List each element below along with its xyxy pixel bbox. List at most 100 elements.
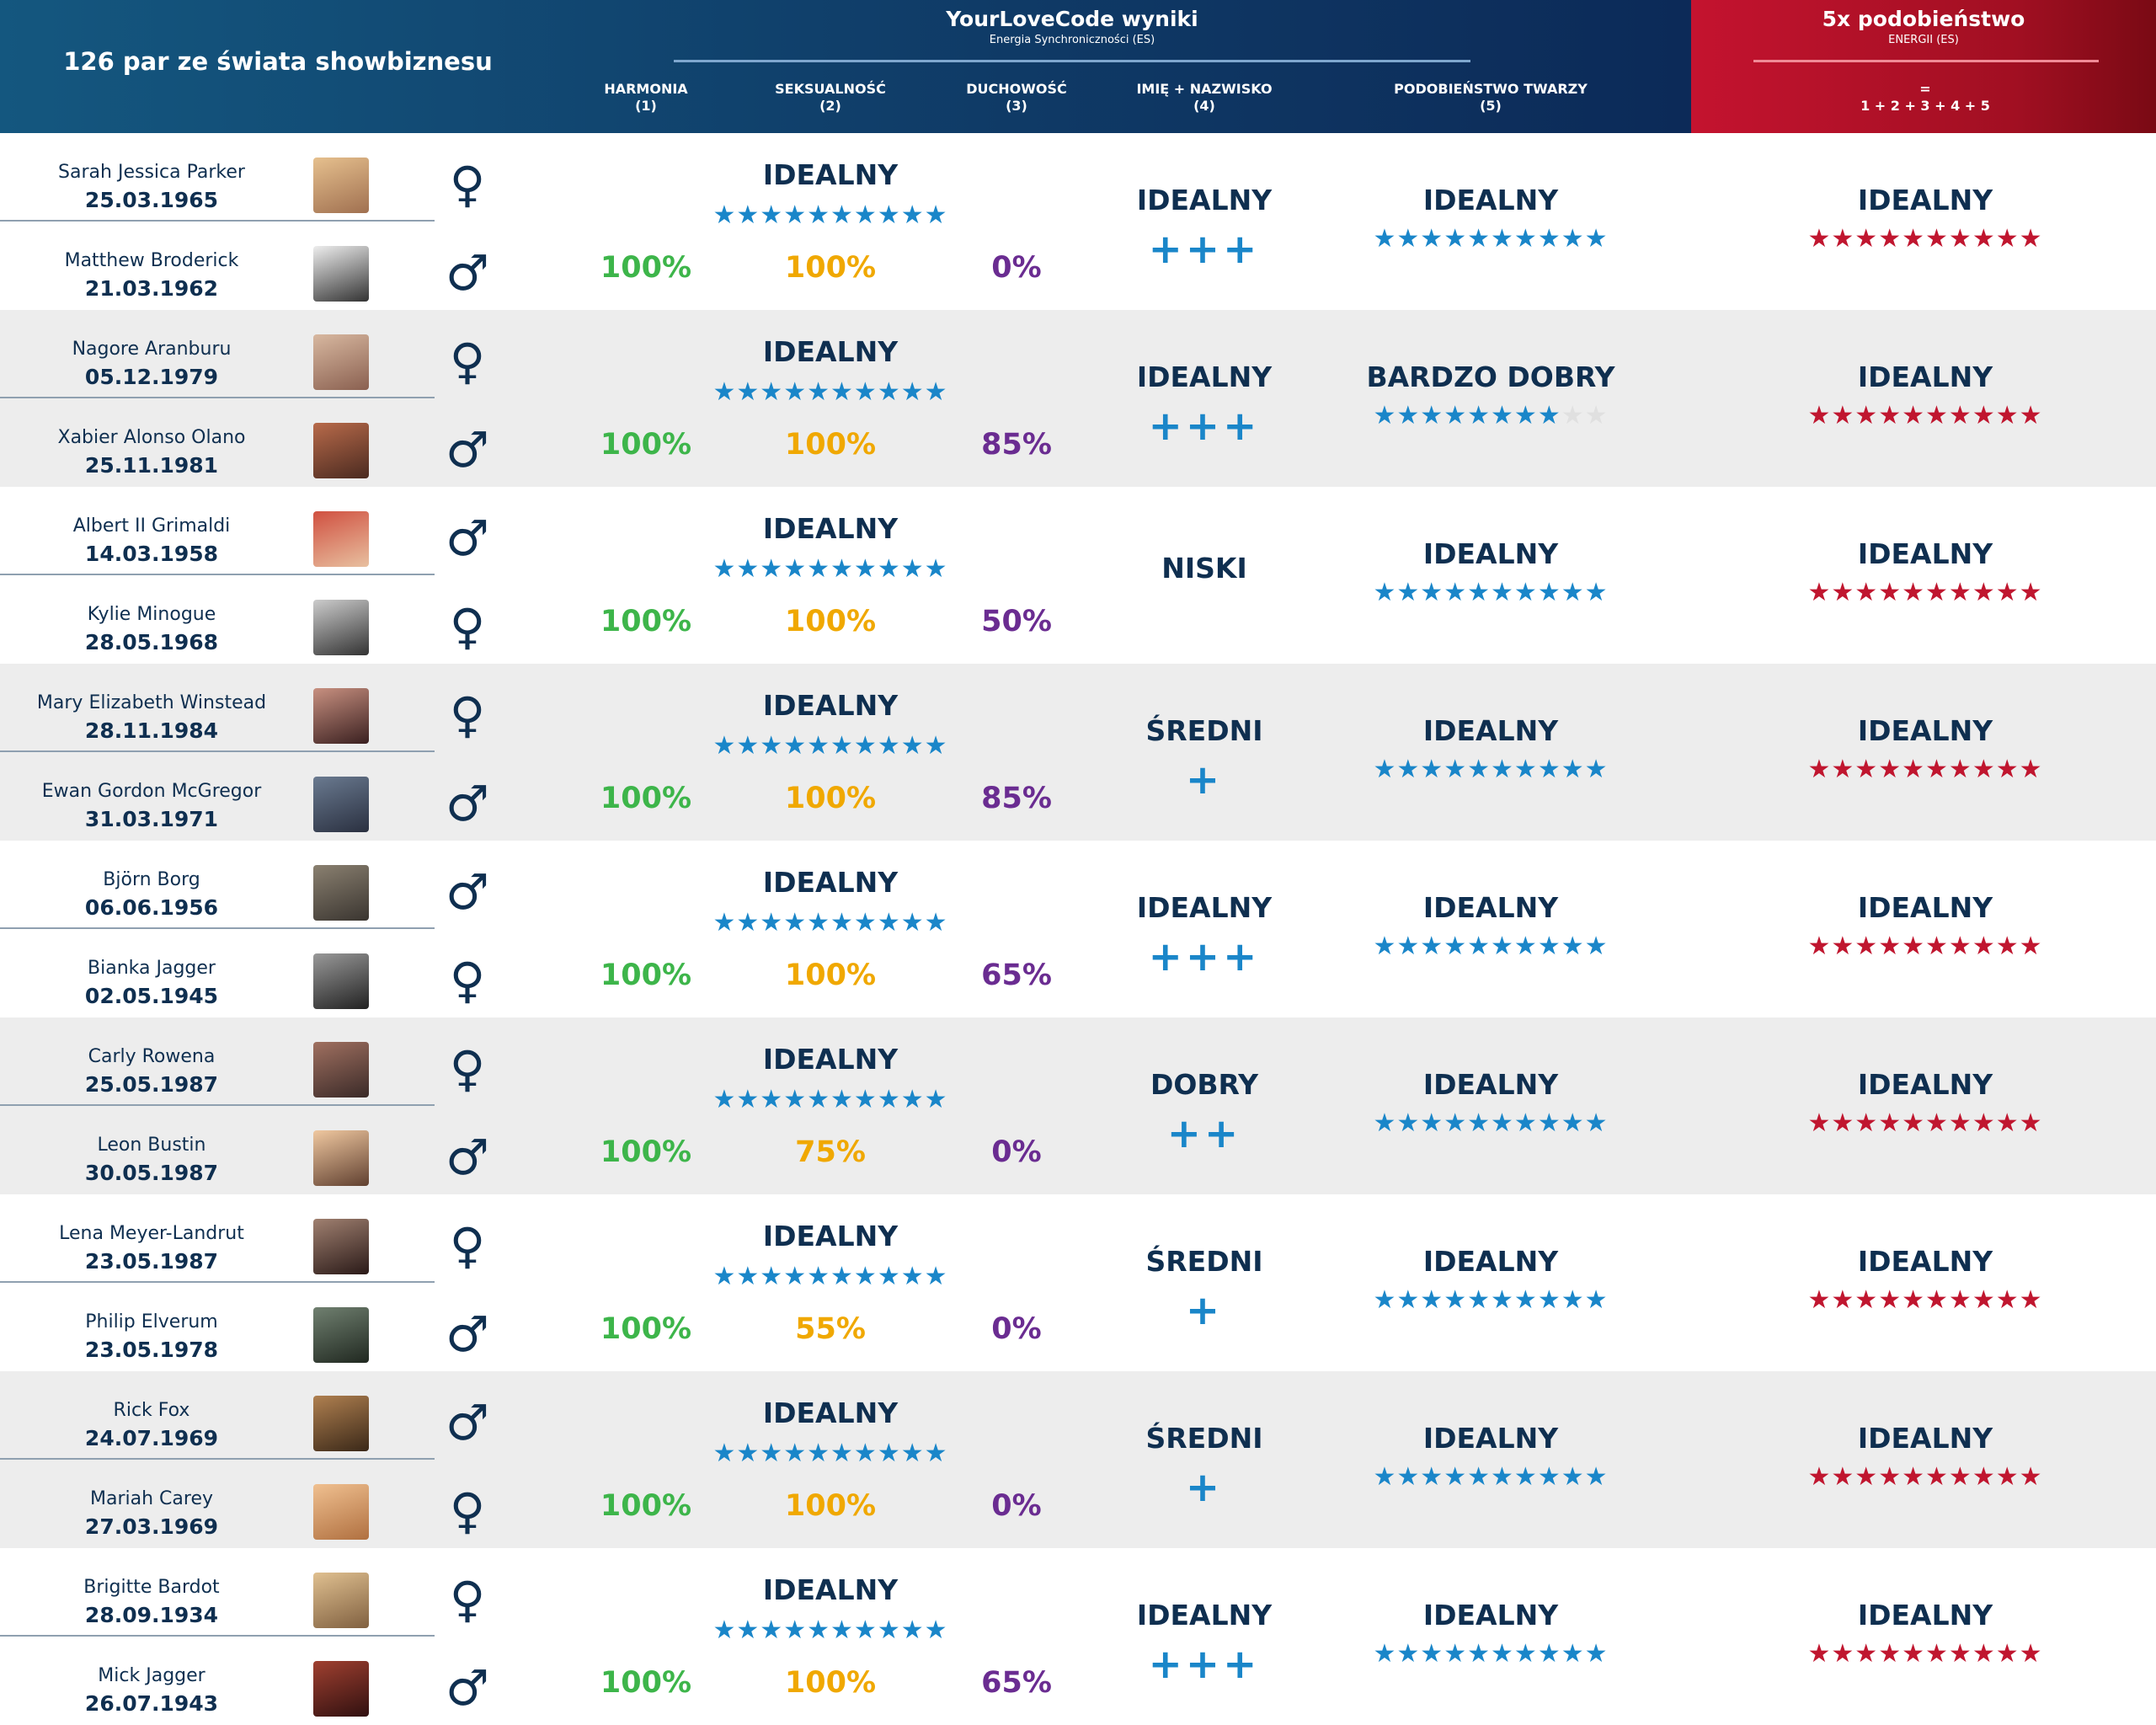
star-icon: ★ — [1831, 755, 1855, 784]
star-icon: ★ — [853, 1439, 878, 1468]
star-icon: ★ — [1420, 401, 1444, 430]
star-icon: ★ — [1925, 755, 1949, 784]
person-photo — [313, 246, 369, 302]
person-name: Bianka Jagger — [88, 958, 216, 979]
star-icon: ★ — [877, 377, 901, 407]
star-icon: ★ — [736, 1262, 760, 1291]
seksualnosc-value: 100% — [784, 1489, 877, 1523]
star-icon: ★ — [924, 200, 948, 230]
star-icon: ★ — [760, 1616, 784, 1645]
seksualnosc-stars: ★★★★★★★★★★ — [654, 377, 1007, 407]
seksualnosc-stars: ★★★★★★★★★★ — [654, 731, 1007, 761]
star-icon: ★ — [1420, 578, 1444, 607]
star-icon: ★ — [1537, 932, 1561, 961]
star-icon: ★ — [877, 1085, 901, 1114]
star-icon: ★ — [1444, 932, 1468, 961]
total-stars: ★★★★★★★★★★ — [1748, 224, 2102, 254]
person-name: Xabier Alonso Olano — [57, 427, 246, 448]
star-icon: ★ — [1561, 1639, 1585, 1669]
pair-divider — [0, 574, 435, 575]
imie-plus-score: + — [1185, 1287, 1224, 1334]
star-icon: ★ — [853, 554, 878, 584]
star-icon: ★ — [1420, 932, 1444, 961]
star-icon: ★ — [1925, 1639, 1949, 1669]
star-icon: ★ — [1902, 401, 1925, 430]
person-name: Björn Borg — [103, 869, 200, 890]
total-rating: IDEALNY — [1857, 891, 1993, 924]
person-name: Sarah Jessica Parker — [58, 162, 245, 183]
star-icon: ★ — [924, 1616, 948, 1645]
star-icon: ★ — [1373, 1639, 1397, 1669]
pair-divider — [0, 927, 435, 929]
twarz-rating: IDEALNY — [1422, 537, 1559, 570]
star-icon: ★ — [1972, 932, 1996, 961]
star-icon: ★ — [783, 731, 808, 761]
star-icon: ★ — [1444, 1462, 1468, 1492]
female-icon: ♀ — [449, 1571, 486, 1628]
star-icon: ★ — [1878, 755, 1903, 784]
person-name: Lena Meyer-Landrut — [59, 1223, 244, 1244]
star-icon: ★ — [830, 1085, 854, 1114]
seksualnosc-value: 100% — [784, 251, 877, 285]
total-stars: ★★★★★★★★★★ — [1748, 578, 2102, 607]
harmonia-value: 100% — [600, 1666, 692, 1700]
star-icon: ★ — [1972, 1462, 1996, 1492]
person-birthdate: 25.03.1965 — [84, 188, 219, 212]
person-birthdate: 06.06.1956 — [84, 895, 219, 920]
seksualnosc-rating: IDEALNY — [762, 158, 899, 191]
star-icon: ★ — [1491, 932, 1514, 961]
star-icon: ★ — [760, 377, 784, 407]
star-icon: ★ — [1513, 1639, 1538, 1669]
star-icon: ★ — [736, 908, 760, 937]
seksualnosc-stars: ★★★★★★★★★★ — [654, 1262, 1007, 1291]
imie-plus-score: + — [1185, 756, 1224, 804]
total-rating: IDEALNY — [1857, 537, 1993, 570]
header-divider-red — [1753, 60, 2099, 62]
person-photo — [313, 1219, 369, 1274]
star-icon: ★ — [1831, 1285, 1855, 1315]
pair-divider — [0, 750, 435, 752]
female-icon: ♀ — [449, 1482, 486, 1540]
star-icon: ★ — [924, 908, 948, 937]
harmonia-value: 100% — [600, 1312, 692, 1346]
star-icon: ★ — [1878, 1462, 1903, 1492]
star-icon: ★ — [783, 377, 808, 407]
star-icon: ★ — [1584, 1639, 1609, 1669]
person-birthdate: 24.07.1969 — [84, 1426, 219, 1450]
total-stars: ★★★★★★★★★★ — [1748, 1462, 2102, 1492]
star-icon: ★ — [1878, 578, 1903, 607]
star-icon: ★ — [760, 731, 784, 761]
star-icon: ★ — [1948, 578, 1972, 607]
female-icon: ♀ — [449, 1217, 486, 1274]
star-icon: ★ — [1584, 755, 1609, 784]
twarz-stars: ★★★★★★★★★★ — [1314, 755, 1668, 784]
star-icon: ★ — [1561, 1285, 1585, 1315]
harmonia-value: 100% — [600, 1135, 692, 1169]
star-icon: ★ — [1807, 1285, 1832, 1315]
duchowosc-value: 0% — [991, 1489, 1042, 1523]
star-icon: ★ — [712, 1439, 737, 1468]
star-icon: ★ — [1902, 1639, 1925, 1669]
star-icon: ★ — [783, 908, 808, 937]
star-icon: ★ — [1537, 755, 1561, 784]
star-icon: ★ — [760, 554, 784, 584]
pair-divider — [0, 1458, 435, 1460]
female-icon: ♀ — [449, 686, 486, 744]
star-icon: ★ — [924, 377, 948, 407]
star-icon: ★ — [807, 377, 830, 407]
imie-plus-score: +++ — [1148, 403, 1261, 450]
star-icon: ★ — [1444, 1108, 1468, 1138]
star-icon: ★ — [1561, 755, 1585, 784]
star-icon: ★ — [830, 1439, 854, 1468]
star-icon: ★ — [1972, 1108, 1996, 1138]
star-icon: ★ — [1878, 932, 1903, 961]
star-icon: ★ — [783, 1085, 808, 1114]
star-icon: ★ — [1902, 1285, 1925, 1315]
star-icon: ★ — [1396, 755, 1421, 784]
star-icon: ★ — [1807, 932, 1832, 961]
star-icon: ★ — [924, 731, 948, 761]
star-icon: ★ — [1995, 755, 2020, 784]
star-icon: ★ — [1467, 1462, 1491, 1492]
pair-row: Lena Meyer-Landrut 23.05.1987 ♀ Philip E… — [0, 1194, 2156, 1371]
header: 126 par ze świata showbiznesu YourLoveCo… — [0, 0, 2156, 133]
